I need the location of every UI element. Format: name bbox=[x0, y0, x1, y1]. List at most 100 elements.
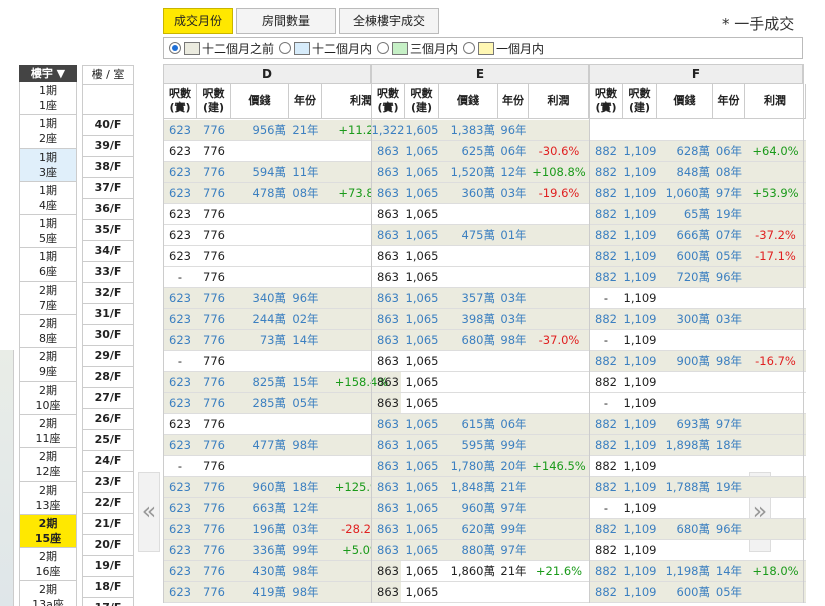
table-cell[interactable]: 1,109 bbox=[623, 498, 657, 519]
table-cell[interactable] bbox=[498, 351, 529, 372]
table-cell[interactable]: 03年 bbox=[498, 288, 529, 309]
table-cell[interactable]: 06年 bbox=[713, 141, 745, 162]
table-cell[interactable]: 08年 bbox=[289, 183, 322, 204]
column-header[interactable]: 年份 bbox=[289, 84, 322, 119]
table-cell[interactable]: 623 bbox=[163, 162, 197, 183]
table-cell[interactable]: 666萬 bbox=[657, 225, 713, 246]
table-cell[interactable] bbox=[289, 225, 322, 246]
table-cell[interactable]: 623 bbox=[163, 393, 197, 414]
table-cell[interactable]: 97年 bbox=[713, 183, 745, 204]
table-cell[interactable]: 1,109 bbox=[623, 561, 657, 582]
table-cell[interactable] bbox=[713, 372, 745, 393]
table-cell[interactable]: 863 bbox=[371, 498, 405, 519]
table-cell[interactable]: 882 bbox=[589, 351, 623, 372]
table-cell[interactable]: 14年 bbox=[289, 330, 322, 351]
building-item[interactable]: 2期 16座 bbox=[19, 548, 77, 582]
table-cell[interactable]: 1,605 bbox=[405, 120, 439, 141]
table-cell[interactable] bbox=[289, 267, 322, 288]
table-cell[interactable]: 96年 bbox=[498, 120, 529, 141]
building-item[interactable]: 1期 5座 bbox=[19, 215, 77, 249]
table-cell[interactable]: 05年 bbox=[713, 246, 745, 267]
table-cell[interactable]: 663萬 bbox=[231, 498, 289, 519]
table-cell[interactable] bbox=[657, 498, 713, 519]
table-cell[interactable]: 1,109 bbox=[623, 246, 657, 267]
table-cell[interactable]: 776 bbox=[197, 246, 231, 267]
table-cell[interactable]: 863 bbox=[371, 351, 405, 372]
table-cell[interactable]: 97年 bbox=[498, 540, 529, 561]
table-cell[interactable]: 1,109 bbox=[623, 435, 657, 456]
table-cell[interactable]: 1,065 bbox=[405, 162, 439, 183]
column-header[interactable]: 呎數 (建) bbox=[197, 84, 231, 119]
table-cell[interactable]: 1,109 bbox=[623, 582, 657, 603]
table-cell[interactable]: 1,109 bbox=[623, 351, 657, 372]
table-cell[interactable] bbox=[231, 414, 289, 435]
table-cell[interactable]: 21年 bbox=[289, 120, 322, 141]
table-cell[interactable] bbox=[231, 351, 289, 372]
table-cell[interactable] bbox=[289, 141, 322, 162]
table-cell[interactable]: 776 bbox=[197, 582, 231, 603]
table-cell[interactable]: 882 bbox=[589, 267, 623, 288]
table-cell[interactable]: 03年 bbox=[289, 519, 322, 540]
table-cell[interactable]: 776 bbox=[197, 267, 231, 288]
table-cell[interactable] bbox=[745, 309, 806, 330]
table-cell[interactable]: 336萬 bbox=[231, 540, 289, 561]
table-cell[interactable]: 1,109 bbox=[623, 330, 657, 351]
table-cell[interactable]: 882 bbox=[589, 561, 623, 582]
table-cell[interactable]: 07年 bbox=[713, 225, 745, 246]
table-cell[interactable]: 73萬 bbox=[231, 330, 289, 351]
table-cell[interactable]: 1,065 bbox=[405, 414, 439, 435]
table-cell[interactable]: 1,065 bbox=[405, 456, 439, 477]
table-cell[interactable] bbox=[439, 204, 498, 225]
table-cell[interactable]: 96年 bbox=[713, 267, 745, 288]
table-cell[interactable]: 863 bbox=[371, 540, 405, 561]
table-cell[interactable] bbox=[322, 246, 401, 267]
table-cell[interactable]: -17.1% bbox=[745, 246, 806, 267]
table-cell[interactable]: 623 bbox=[163, 372, 197, 393]
table-cell[interactable] bbox=[529, 519, 589, 540]
table-cell[interactable]: 99年 bbox=[498, 435, 529, 456]
table-cell[interactable] bbox=[657, 372, 713, 393]
table-cell[interactable]: 776 bbox=[197, 561, 231, 582]
table-cell[interactable] bbox=[231, 225, 289, 246]
table-cell[interactable]: 776 bbox=[197, 141, 231, 162]
legend-item-1[interactable]: 十二個月之前 bbox=[169, 40, 274, 57]
table-cell[interactable] bbox=[529, 435, 589, 456]
table-cell[interactable] bbox=[498, 267, 529, 288]
table-cell[interactable]: 360萬 bbox=[439, 183, 498, 204]
table-cell[interactable]: 1,780萬 bbox=[439, 456, 498, 477]
table-cell[interactable] bbox=[231, 267, 289, 288]
table-cell[interactable]: 1,060萬 bbox=[657, 183, 713, 204]
table-cell[interactable]: 20年 bbox=[498, 456, 529, 477]
table-cell[interactable]: - bbox=[589, 498, 623, 519]
table-cell[interactable]: 1,065 bbox=[405, 351, 439, 372]
table-cell[interactable]: 623 bbox=[163, 309, 197, 330]
table-cell[interactable]: 1,109 bbox=[623, 393, 657, 414]
table-cell[interactable]: 863 bbox=[371, 435, 405, 456]
table-cell[interactable]: 430萬 bbox=[231, 561, 289, 582]
table-cell[interactable]: 1,109 bbox=[623, 372, 657, 393]
table-cell[interactable]: 97年 bbox=[713, 414, 745, 435]
table-cell[interactable]: 623 bbox=[163, 183, 197, 204]
column-header[interactable]: 價錢 bbox=[439, 84, 498, 119]
table-cell[interactable]: 1,109 bbox=[623, 288, 657, 309]
column-header[interactable]: 年份 bbox=[713, 84, 745, 119]
table-cell[interactable] bbox=[713, 540, 745, 561]
table-cell[interactable] bbox=[745, 288, 806, 309]
building-item[interactable]: 2期 8座 bbox=[19, 315, 77, 349]
table-cell[interactable] bbox=[322, 582, 401, 603]
table-cell[interactable] bbox=[231, 204, 289, 225]
tab-1[interactable]: 成交月份 bbox=[163, 8, 233, 34]
table-cell[interactable]: 1,109 bbox=[623, 414, 657, 435]
table-cell[interactable]: 863 bbox=[371, 309, 405, 330]
table-cell[interactable]: -19.6% bbox=[529, 183, 589, 204]
column-header[interactable]: 呎數 (實) bbox=[163, 84, 197, 119]
building-item[interactable]: 2期 13a座 bbox=[19, 581, 77, 606]
table-cell[interactable]: 99年 bbox=[289, 540, 322, 561]
building-item[interactable]: 2期 12座 bbox=[19, 448, 77, 482]
table-cell[interactable]: 1,065 bbox=[405, 519, 439, 540]
table-cell[interactable]: 99年 bbox=[498, 519, 529, 540]
table-cell[interactable] bbox=[289, 204, 322, 225]
table-cell[interactable]: 623 bbox=[163, 141, 197, 162]
table-cell[interactable]: 776 bbox=[197, 456, 231, 477]
table-cell[interactable] bbox=[439, 246, 498, 267]
